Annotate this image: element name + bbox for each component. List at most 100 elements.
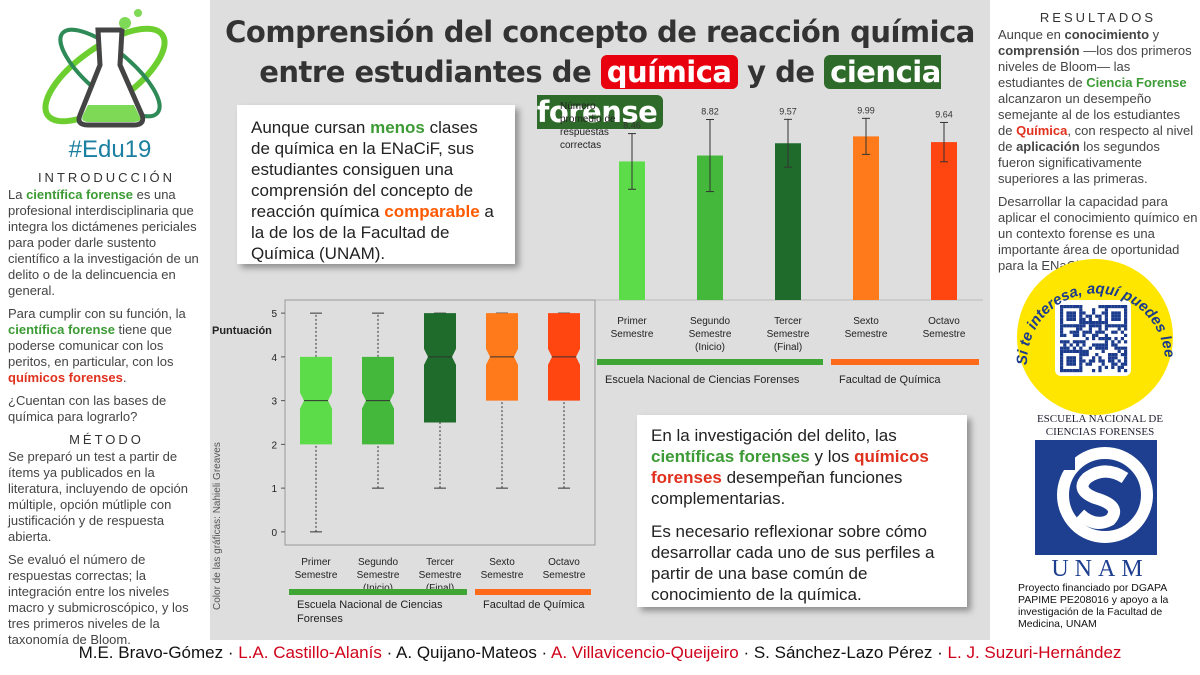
text-line: Número (560, 101, 596, 112)
qr-cell (1082, 349, 1086, 353)
text-run: Se preparó un test a partir de ítems ya … (8, 449, 188, 544)
qr-cell (1104, 333, 1108, 337)
qr-cell (1066, 324, 1070, 328)
qr-cell (1063, 369, 1067, 373)
qr-cell (1079, 340, 1083, 344)
institution-logo: ESCUELA NACIONAL DE CIENCIAS FORENSES UN… (1035, 413, 1163, 582)
qr-cell (1111, 305, 1115, 309)
text-line: Semestre (767, 329, 810, 340)
separator: · (381, 643, 397, 662)
qr-cell (1076, 333, 1080, 337)
qr-cell (1088, 324, 1092, 328)
text-run: y (1149, 27, 1160, 42)
qr-cell (1060, 305, 1064, 309)
highlight-run: comparable (384, 202, 480, 221)
qr-cell (1079, 324, 1083, 328)
text-run: La (8, 187, 27, 202)
qr-cell (1124, 317, 1128, 321)
qr-cell (1072, 333, 1076, 337)
highlight-run: química (600, 55, 738, 89)
qr-cell (1104, 324, 1108, 328)
text-run: entre estudiantes de (259, 55, 601, 89)
group-label: Facultad de Química (839, 374, 941, 386)
qr-cell (1114, 305, 1118, 309)
qr-cell (1117, 317, 1121, 321)
qr-cell (1079, 365, 1083, 369)
hashtag: #Edu19 (69, 136, 152, 163)
bar (775, 143, 801, 300)
qr-cell (1101, 305, 1105, 309)
qr-cell (1114, 356, 1118, 360)
qr-cell (1111, 317, 1115, 321)
qr-cell (1082, 330, 1086, 334)
qr-cell (1092, 359, 1096, 363)
bar (853, 136, 879, 300)
qr-cell (1082, 343, 1086, 347)
edu-logo: #Edu19 (42, 9, 168, 163)
qr-cell (1111, 314, 1115, 318)
qr-cell (1098, 369, 1102, 373)
qr-cell (1076, 343, 1080, 347)
qr-cell (1111, 340, 1115, 344)
qr-cell (1060, 362, 1064, 366)
qr-cell (1120, 324, 1124, 328)
bar-chart: Número promedio de respuestas correctas 8.46… (560, 101, 983, 386)
highlight-run: Ciencia Forense (1086, 75, 1187, 90)
qr-cell (1111, 359, 1115, 363)
qr-cell (1114, 337, 1118, 341)
highlight-run: L.A. Castillo-Alanís (238, 643, 382, 662)
box-chart: Puntuación Color de las gráficas: Nahieli… (212, 299, 596, 625)
group-bar (597, 359, 823, 365)
funding-note: Proyecto financiado por DGAPA PAPIME PE2… (1018, 582, 1169, 630)
qr-cell (1095, 321, 1099, 325)
qr-cell (1066, 362, 1070, 366)
qr-cell (1124, 340, 1128, 344)
qr-cell (1069, 362, 1073, 366)
qr-cell (1108, 305, 1112, 309)
qr-cell (1066, 349, 1070, 353)
highlight-run: M.E. Bravo-Gómez (78, 643, 224, 662)
qr-cell (1060, 321, 1064, 325)
qr-cell (1085, 314, 1089, 318)
qr-cell (1111, 353, 1115, 357)
qr-cell (1108, 353, 1112, 357)
qr-cell (1063, 324, 1067, 328)
qr-cell (1114, 353, 1118, 357)
qr-cell (1098, 343, 1102, 347)
qr-cell (1060, 359, 1064, 363)
qr-cell (1079, 369, 1083, 373)
qr-cell (1114, 330, 1118, 334)
qr-cell (1079, 356, 1083, 360)
qr-cell (1069, 314, 1073, 318)
text-line: Sexto (489, 557, 515, 568)
qr-cell (1060, 333, 1064, 337)
text-run: a la de los de la Facultad de Química (U… (251, 202, 494, 263)
qr-cell (1060, 317, 1064, 321)
qr-cell (1104, 305, 1108, 309)
text-line: Forenses (297, 613, 343, 625)
qr-cell (1069, 317, 1073, 321)
qr-cell (1069, 330, 1073, 334)
qr-cell (1114, 314, 1118, 318)
qr-cell (1117, 305, 1121, 309)
qr-cell (1117, 346, 1121, 350)
qr-cell (1079, 359, 1083, 363)
x-tick-label: Sexto Semestre (845, 316, 888, 340)
qr-cell (1095, 333, 1099, 337)
paragraph: Se preparó un test a partir de ítems ya … (8, 449, 205, 545)
qr-cell (1060, 353, 1064, 357)
qr-cell (1076, 305, 1080, 309)
x-tick-label: Octavo Semestre (543, 557, 586, 581)
highlight-run: A. Quijano-Mateos (396, 643, 537, 662)
text-line: Semestre (923, 329, 966, 340)
qr-cell (1072, 369, 1076, 373)
x-tick-label: Tercer Semestre (Final) (419, 557, 462, 594)
qr-cell (1060, 311, 1064, 315)
section-heading: INTRODUCCIÓN (37, 170, 176, 185)
highlight-run: A. Villavicencio-Queijeiro (551, 643, 739, 662)
qr-cell (1104, 365, 1108, 369)
text-line: Semestre (689, 329, 732, 340)
text-run: Desarrollar la capacidad para aplicar el… (998, 194, 1198, 273)
qr-cell (1063, 349, 1067, 353)
